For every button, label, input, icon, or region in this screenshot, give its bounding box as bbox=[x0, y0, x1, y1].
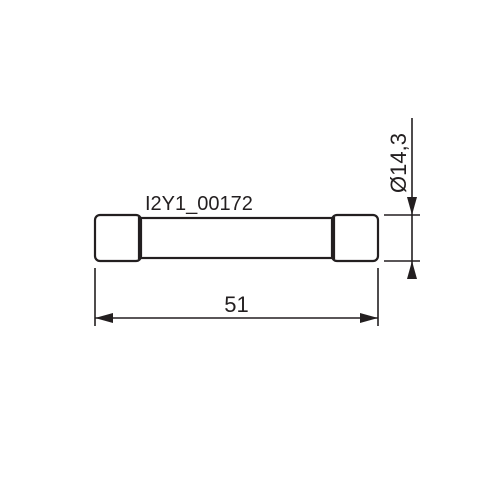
width-arrow-right bbox=[360, 313, 378, 323]
dia-arrow-bottom bbox=[407, 261, 417, 279]
diameter-dimension-value: Ø14,3 bbox=[386, 133, 411, 193]
width-arrow-left bbox=[95, 313, 113, 323]
fuse-cap-right bbox=[332, 215, 378, 261]
technical-drawing: 51 Ø14,3 I2Y1_00172 bbox=[0, 0, 500, 500]
dia-arrow-top bbox=[407, 197, 417, 215]
part-label: I2Y1_00172 bbox=[145, 193, 253, 215]
width-dimension-value: 51 bbox=[224, 292, 248, 317]
fuse-body bbox=[139, 218, 334, 258]
fuse-cap-left bbox=[95, 215, 141, 261]
